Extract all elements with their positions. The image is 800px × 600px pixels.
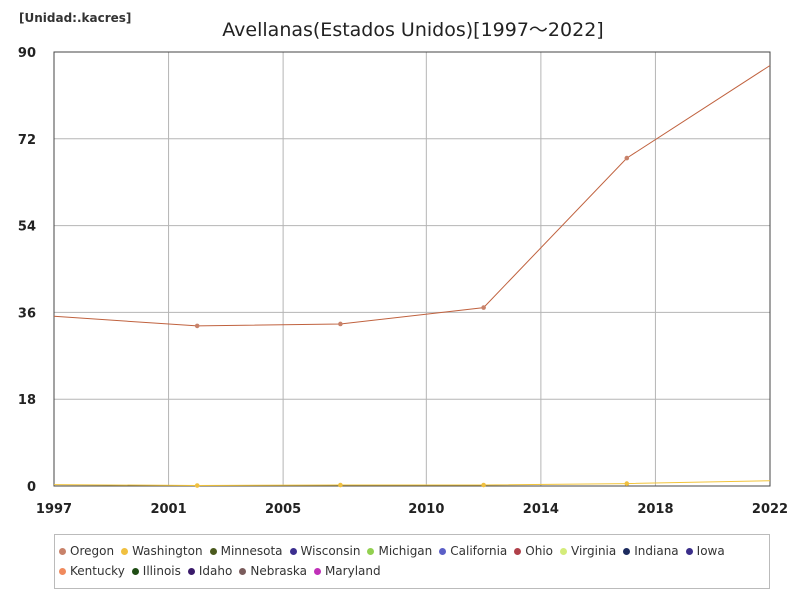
legend-label: Minnesota <box>220 544 283 558</box>
legend-label: Wisconsin <box>300 544 361 558</box>
legend-label: Indiana <box>634 544 679 558</box>
legend-item: Minnesota <box>209 544 283 558</box>
legend-marker <box>560 547 567 555</box>
legend-label: Iowa <box>696 544 725 558</box>
legend-label: Idaho <box>198 564 233 578</box>
legend-marker <box>239 567 247 575</box>
legend-label: Ohio <box>525 544 553 558</box>
legend-item: Nebraska <box>239 564 307 578</box>
x-tick-label: 2022 <box>752 502 788 517</box>
legend-marker <box>439 547 447 555</box>
legend-marker <box>367 547 375 555</box>
legend-item: Idaho <box>187 564 233 578</box>
series-lines <box>53 65 771 488</box>
legend: Oregon Washington Minnesota Wisconsin Michig… <box>54 534 770 589</box>
legend-marker <box>187 567 195 575</box>
grid-lines <box>54 52 770 486</box>
legend-label: Washington <box>132 544 203 558</box>
unit-label: [Unidad:.kacres] <box>19 11 132 25</box>
y-tick-label: 90 <box>18 46 36 61</box>
y-tick-label: 54 <box>18 220 36 235</box>
legend-marker <box>289 547 297 555</box>
legend-item: Kentucky <box>59 564 125 578</box>
x-tick-label: 2014 <box>523 502 559 517</box>
legend-marker <box>623 547 631 555</box>
legend-label: Kentucky <box>70 564 125 578</box>
legend-item: Wisconsin <box>289 544 361 558</box>
legend-marker <box>59 567 66 575</box>
plot-area-frame <box>53 51 771 487</box>
legend-label: California <box>450 544 508 558</box>
legend-marker <box>209 547 217 555</box>
legend-item: Illinois <box>131 564 181 578</box>
y-tick-label: 36 <box>18 306 36 321</box>
data-point-oregon <box>338 321 343 327</box>
legend-label: Virginia <box>571 544 617 558</box>
legend-label: Michigan <box>378 544 433 558</box>
series-line-oregon <box>53 65 771 327</box>
series-line-washington <box>53 480 771 487</box>
data-point-washington <box>481 482 486 488</box>
legend-item: Oregon <box>59 544 114 558</box>
legend-item: California <box>439 544 507 558</box>
y-tick-label: 0 <box>27 480 36 495</box>
legend-marker <box>121 547 129 555</box>
data-point-oregon <box>481 305 486 310</box>
legend-marker <box>59 547 66 555</box>
y-tick-label: 72 <box>18 133 36 148</box>
legend-item: Ohio <box>514 544 553 558</box>
chart-title: Avellanas(Estados Unidos)[1997～2022] <box>222 19 604 41</box>
data-point-oregon <box>194 323 200 329</box>
legend-item: Virginia <box>560 544 616 558</box>
legend-marker <box>685 547 693 555</box>
data-point-washington <box>624 481 630 486</box>
legend-label: Illinois <box>142 564 181 578</box>
axis-ticks: 1997 2001 2005 2010 2014 2018 2022 0 18 36 54 72 90 <box>18 46 788 517</box>
legend-item: Indiana <box>623 544 679 558</box>
legend-label: Oregon <box>70 544 115 558</box>
x-tick-label: 2018 <box>637 502 673 517</box>
x-tick-label: 2010 <box>408 502 444 517</box>
legend-item: Washington <box>121 544 203 558</box>
line-chart: 1997 2001 2005 2010 2014 2018 2022 0 18 36 54 72 90 <box>18 46 788 517</box>
legend-marker <box>313 567 321 575</box>
legend-item: Iowa <box>685 544 725 558</box>
legend-item: Michigan <box>367 544 432 558</box>
data-point-oregon <box>624 155 630 161</box>
legend-label: Maryland <box>324 564 381 578</box>
legend-label: Nebraska <box>250 564 307 578</box>
data-point-washington <box>194 483 200 488</box>
x-tick-label: 2001 <box>150 502 186 517</box>
legend-marker <box>131 567 139 575</box>
x-tick-label: 2005 <box>265 502 301 517</box>
legend-item: Maryland <box>313 564 381 578</box>
x-tick-label: 1997 <box>36 502 72 517</box>
data-point-washington <box>338 482 343 488</box>
y-tick-label: 18 <box>18 393 36 408</box>
legend-marker <box>514 547 522 555</box>
